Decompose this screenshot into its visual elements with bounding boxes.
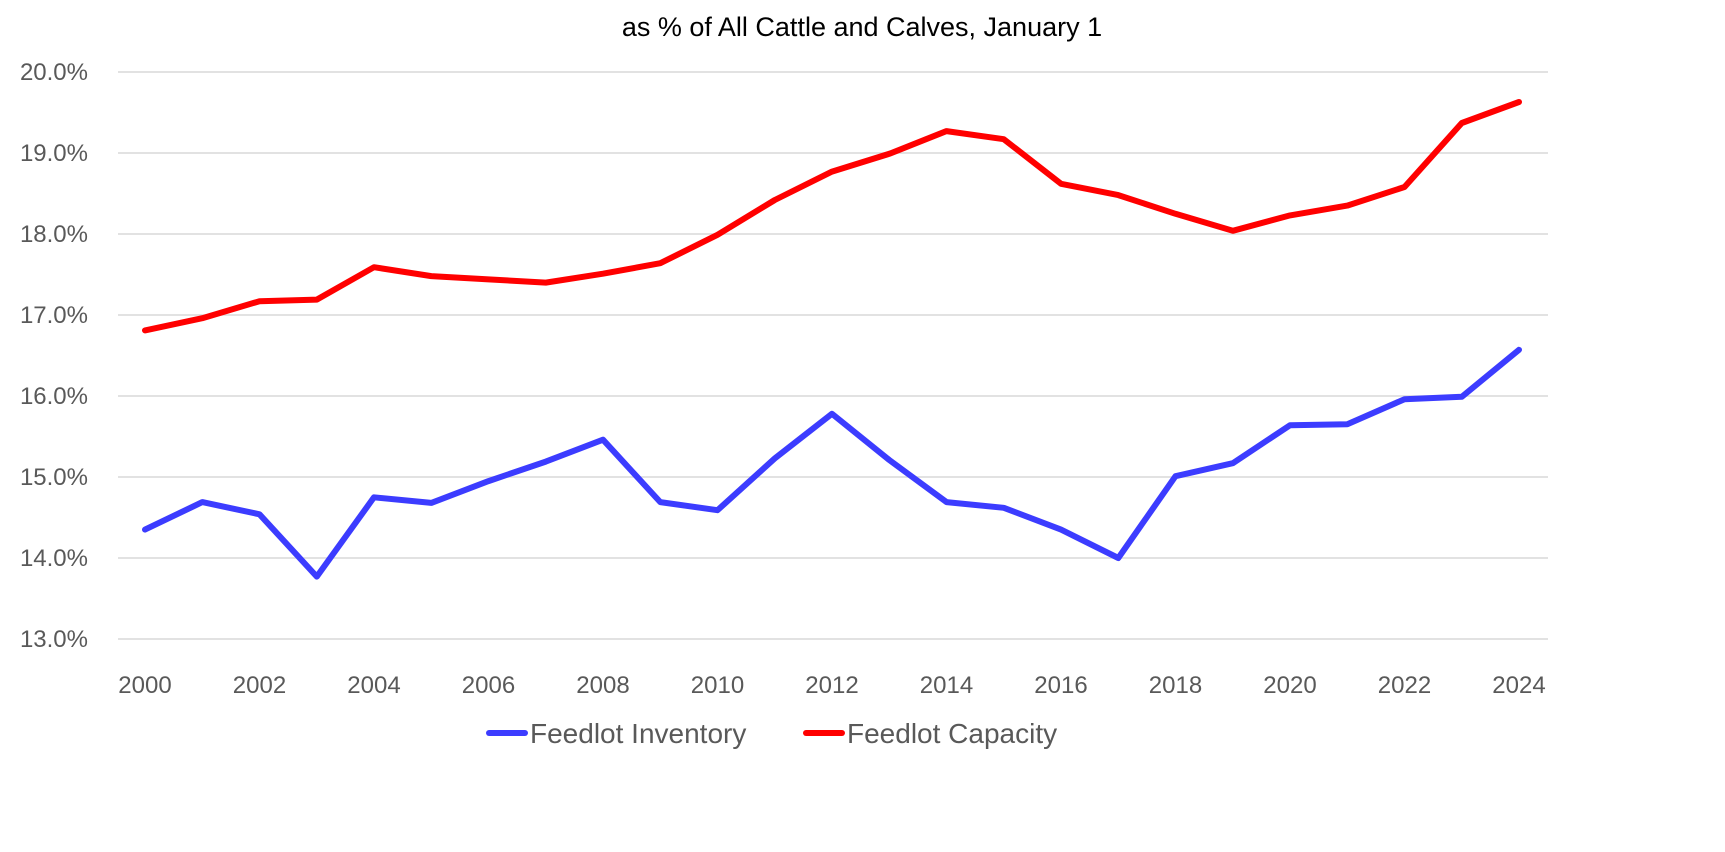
y-tick-label: 17.0% — [20, 302, 88, 329]
y-tick-label: 20.0% — [20, 59, 88, 86]
x-tick-label: 2022 — [1378, 672, 1431, 699]
x-tick-label: 2014 — [920, 672, 973, 699]
x-tick-label: 2008 — [576, 672, 629, 699]
x-tick-label: 2006 — [462, 672, 515, 699]
series-line-feedlot-inventory — [142, 346, 1522, 580]
y-tick-label: 16.0% — [20, 383, 88, 410]
legend-label: Feedlot Capacity — [847, 718, 1057, 749]
y-tick-label: 13.0% — [20, 626, 88, 653]
x-tick-label: 2018 — [1149, 672, 1202, 699]
x-tick-label: 2010 — [691, 672, 744, 699]
x-tick-label: 2024 — [1492, 672, 1545, 699]
x-tick-label: 2020 — [1263, 672, 1316, 699]
x-tick-label: 2016 — [1034, 672, 1087, 699]
series-line-feedlot-capacity — [142, 99, 1522, 334]
y-tick-label: 14.0% — [20, 545, 88, 572]
y-tick-label: 19.0% — [20, 140, 88, 167]
x-tick-label: 2012 — [805, 672, 858, 699]
chart-title: as % of All Cattle and Calves, January 1 — [622, 12, 1102, 42]
x-tick-label: 2004 — [347, 672, 400, 699]
x-tick-label: 2002 — [233, 672, 286, 699]
y-tick-label: 15.0% — [20, 464, 88, 491]
y-tick-label: 18.0% — [20, 221, 88, 248]
x-tick-label: 2000 — [118, 672, 171, 699]
legend-label: Feedlot Inventory — [530, 718, 746, 749]
